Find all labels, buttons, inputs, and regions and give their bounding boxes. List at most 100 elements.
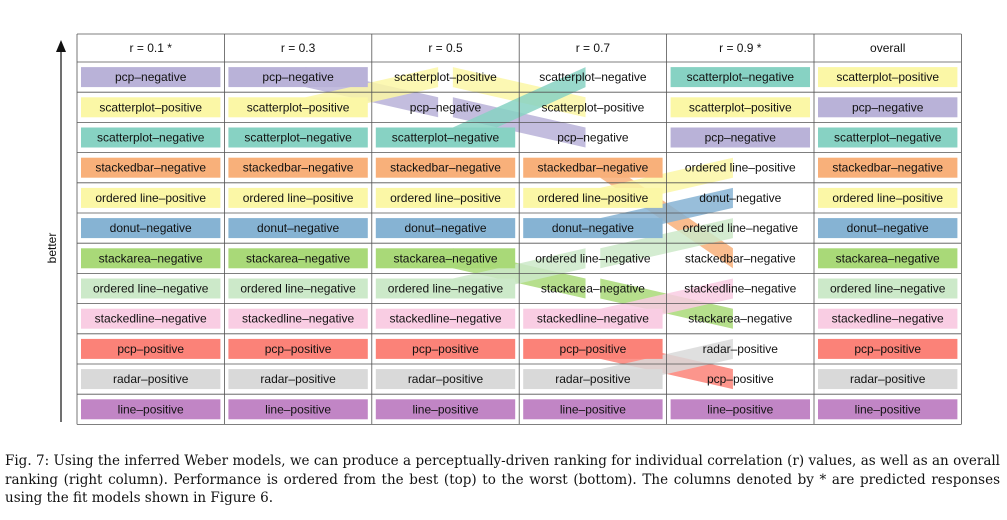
rank-label: pcp–positive	[265, 342, 332, 356]
rank-label: scatterplot–negative	[539, 70, 647, 84]
rank-cells: pcp–negative scatterplot–positive scatterp…	[81, 67, 958, 420]
rank-box	[81, 97, 221, 118]
rank-cell-pcp-negative: pcp–negative	[228, 67, 368, 88]
rank-cell-pcp-negative: pcp–negative	[410, 100, 482, 114]
rank-cell-radar-positive: radar–positive	[228, 369, 368, 390]
rank-box	[375, 218, 516, 239]
column-header: overall	[870, 41, 905, 55]
rank-cell-radar-positive: radar–positive	[375, 369, 516, 390]
rank-box	[81, 369, 221, 390]
better-arrow-head	[56, 40, 66, 52]
rank-label: stackedline–negative	[389, 312, 501, 326]
rank-cell-donut-negative: donut–negative	[699, 191, 781, 205]
rank-box	[818, 248, 958, 269]
rank-cell-stackarea-negative: stackarea–negative	[688, 312, 792, 326]
rank-box	[818, 157, 958, 178]
rank-label: line–positive	[412, 402, 478, 416]
rank-label: scatterplot–positive	[542, 100, 645, 114]
rank-box	[81, 308, 221, 329]
rank-cell-stackedbar-negative: stackedbar–negative	[81, 157, 221, 178]
rank-cell-donut-negative: donut–negative	[228, 218, 368, 239]
rank-label: ordered line–negative	[683, 221, 799, 235]
rank-box	[818, 187, 958, 208]
rank-cell-donut-negative: donut–negative	[523, 218, 663, 239]
rank-cell-pcp-negative: pcp–negative	[557, 131, 629, 145]
rank-label: scatterplot–negative	[834, 131, 942, 145]
rank-label: scatterplot–negative	[392, 131, 500, 145]
rank-box	[375, 338, 516, 359]
rank-cell-stackarea-negative: stackarea–negative	[375, 248, 516, 269]
rank-cell-line-positive: line–positive	[228, 399, 368, 420]
rank-box	[523, 369, 663, 390]
rank-box	[818, 338, 958, 359]
rank-box	[228, 248, 368, 269]
rank-cell-radar-positive: radar–positive	[81, 369, 221, 390]
rank-box	[81, 399, 221, 420]
rank-label: pcp–positive	[707, 372, 774, 386]
rank-box	[818, 218, 958, 239]
rank-label: ordered line–negative	[93, 282, 209, 296]
rank-label: scatterplot–positive	[394, 70, 497, 84]
rank-cell-stackedbar-negative: stackedbar–negative	[685, 251, 796, 265]
rank-label: ordered line–positive	[95, 191, 206, 205]
rank-label: ordered line–positive	[243, 191, 354, 205]
rank-cell-scatterplot-positive: scatterplot–positive	[670, 97, 810, 118]
rank-box	[523, 218, 663, 239]
rank-label: line–positive	[265, 402, 331, 416]
rank-cell-scatterplot-negative: scatterplot–negative	[228, 127, 368, 148]
rank-label: scatterplot–positive	[247, 100, 350, 114]
rank-label: radar–positive	[113, 372, 189, 386]
rank-box	[81, 187, 221, 208]
rank-cell-line-positive: line–positive	[818, 399, 958, 420]
rank-cell-donut-negative: donut–negative	[81, 218, 221, 239]
column-header: r = 0.9 *	[719, 41, 762, 55]
rank-box	[228, 338, 368, 359]
rank-box	[228, 97, 368, 118]
rank-label: pcp–positive	[854, 342, 921, 356]
rank-box	[818, 369, 958, 390]
rank-label: stackedline–negative	[832, 312, 944, 326]
column-header: r = 0.5	[428, 41, 463, 55]
rank-cell-scatterplot-negative: scatterplot–negative	[670, 67, 810, 88]
rank-label: stackarea–negative	[541, 282, 645, 296]
rank-box	[523, 338, 663, 359]
rank-box	[818, 97, 958, 118]
rank-label: stackarea–negative	[836, 251, 940, 265]
rank-cell-scatterplot-negative: scatterplot–negative	[375, 127, 516, 148]
rank-cell-radar-positive: radar–positive	[523, 369, 663, 390]
rank-label: line–positive	[118, 402, 184, 416]
rank-label: radar–positive	[703, 342, 779, 356]
rank-cell-stackarea-negative: stackarea–negative	[541, 282, 645, 296]
rank-box	[81, 127, 221, 148]
rank-label: pcp–negative	[262, 70, 334, 84]
rank-cell-ordered-line-positive: ordered line–positive	[375, 187, 516, 208]
rank-label: stackedbar–negative	[243, 161, 354, 175]
rank-label: radar–positive	[850, 372, 926, 386]
rank-label: ordered line–negative	[240, 282, 356, 296]
rank-cell-stackedline-negative: stackedline–negative	[228, 308, 368, 329]
rank-box	[228, 399, 368, 420]
rank-box	[523, 399, 663, 420]
better-axis: better	[45, 40, 66, 422]
rank-box	[81, 278, 221, 299]
rank-label: stackedbar–negative	[95, 161, 206, 175]
rank-label: donut–negative	[699, 191, 781, 205]
rank-label: radar–positive	[260, 372, 336, 386]
rank-cell-pcp-positive: pcp–positive	[81, 338, 221, 359]
rank-box	[81, 218, 221, 239]
rank-label: stackedline–negative	[242, 312, 354, 326]
rank-box	[81, 248, 221, 269]
rank-box	[818, 399, 958, 420]
rank-cell-ordered-line-positive: ordered line–positive	[81, 187, 221, 208]
rank-cell-stackedline-negative: stackedline–negative	[375, 308, 516, 329]
rank-label: pcp–positive	[117, 342, 184, 356]
rank-box	[228, 218, 368, 239]
rank-box	[81, 338, 221, 359]
rank-box	[375, 369, 516, 390]
rank-box	[81, 157, 221, 178]
rank-cell-stackarea-negative: stackarea–negative	[818, 248, 958, 269]
rank-cell-stackedline-negative: stackedline–negative	[81, 308, 221, 329]
column-header: r = 0.1 *	[130, 41, 173, 55]
rank-label: pcp–negative	[410, 100, 482, 114]
rank-label: line–positive	[855, 402, 921, 416]
